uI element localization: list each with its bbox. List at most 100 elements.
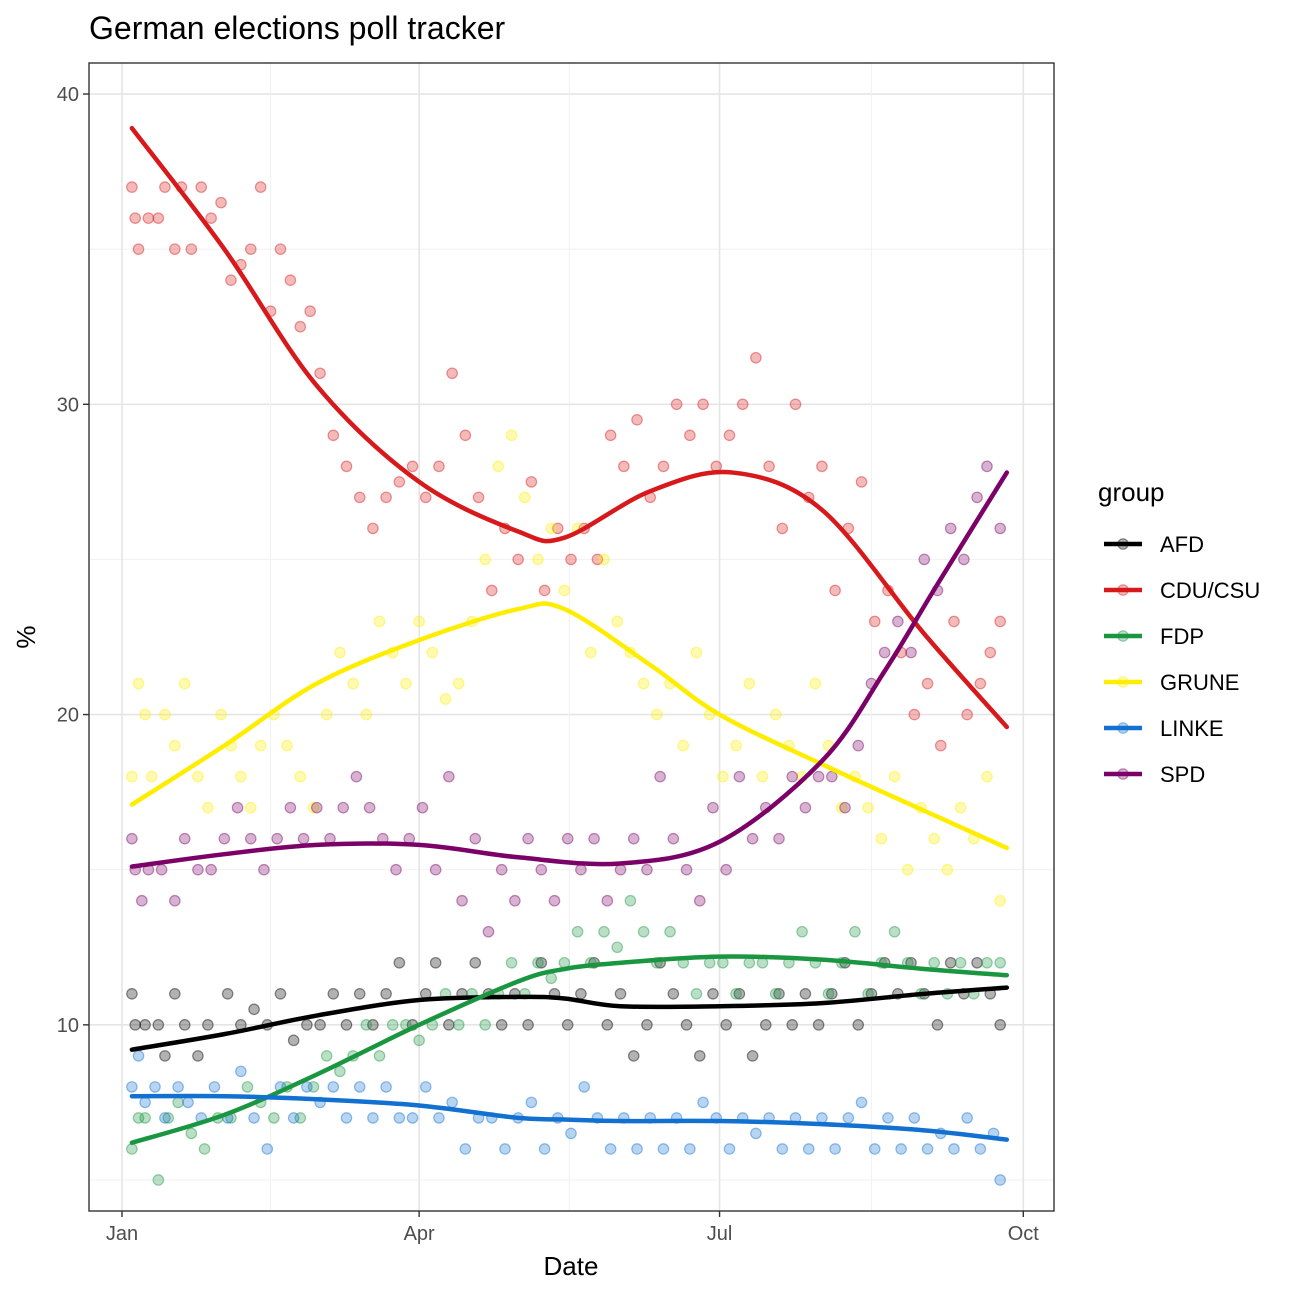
data-point <box>221 988 234 1000</box>
data-point <box>525 476 538 488</box>
data-point <box>367 522 379 535</box>
data-point <box>169 243 181 255</box>
data-point <box>406 460 419 473</box>
data-point <box>505 956 518 969</box>
data-point <box>393 476 406 488</box>
data-point <box>202 801 214 814</box>
data-point <box>799 801 812 814</box>
data-point <box>469 832 482 845</box>
data-point <box>393 1112 406 1124</box>
data-point <box>152 1174 165 1186</box>
data-point <box>855 1096 868 1109</box>
data-point <box>261 1143 274 1155</box>
data-point <box>205 863 217 876</box>
data-point <box>294 770 307 783</box>
series-points-spd <box>126 460 1006 938</box>
series-points-cdu-csu <box>126 181 1006 752</box>
data-point <box>657 1143 670 1155</box>
data-point <box>479 1019 491 1031</box>
data-point <box>707 988 719 1000</box>
data-point <box>750 1127 762 1140</box>
data-point <box>469 956 482 969</box>
x-tick-label: Jul <box>707 1223 733 1245</box>
data-point <box>254 739 267 752</box>
data-point <box>452 677 465 690</box>
data-point <box>561 832 574 845</box>
data-point <box>707 801 719 814</box>
legend-key-point <box>1117 630 1129 642</box>
data-point <box>756 770 769 783</box>
data-point <box>287 1112 300 1124</box>
data-point <box>169 894 181 907</box>
data-point <box>680 1019 693 1031</box>
y-axis: 10 20 30 40 <box>57 84 89 1037</box>
data-point <box>974 677 987 690</box>
data-point <box>667 988 680 1000</box>
data-point <box>680 863 693 876</box>
data-point <box>773 832 785 845</box>
data-point <box>208 1081 221 1093</box>
data-point <box>446 367 458 380</box>
legend-key-point <box>1117 584 1129 596</box>
data-point <box>360 1019 373 1031</box>
data-point <box>215 708 227 721</box>
data-point <box>380 988 392 1000</box>
data-point <box>598 925 610 938</box>
data-point <box>697 398 709 411</box>
data-point <box>218 832 231 845</box>
trend-line-spd <box>129 470 1010 869</box>
data-point <box>185 1127 198 1140</box>
data-point <box>142 212 155 224</box>
data-point <box>641 863 653 876</box>
data-point <box>185 243 198 255</box>
data-point <box>532 956 544 969</box>
data-point <box>512 553 524 566</box>
data-point <box>730 988 742 1000</box>
data-point <box>178 1019 191 1031</box>
data-point <box>231 801 244 814</box>
data-point <box>159 1050 171 1062</box>
data-point <box>215 196 227 209</box>
data-point <box>852 739 865 752</box>
data-point <box>202 1019 214 1031</box>
data-point <box>601 894 614 907</box>
data-point <box>746 1050 759 1062</box>
data-point <box>958 553 970 566</box>
data-point <box>670 398 683 411</box>
data-point <box>172 1081 184 1093</box>
data-point <box>443 1019 455 1031</box>
data-point <box>611 941 624 954</box>
x-axis-title: Date <box>544 1251 599 1281</box>
data-point <box>416 801 429 814</box>
data-point <box>393 956 406 969</box>
data-point <box>657 460 670 473</box>
y-axis-title: % <box>11 625 41 648</box>
data-point <box>855 476 868 488</box>
data-point <box>155 863 168 876</box>
data-point <box>327 988 340 1000</box>
data-point <box>459 1143 472 1155</box>
data-point <box>984 646 997 659</box>
panel-border <box>88 62 1055 1212</box>
data-point <box>159 708 171 721</box>
data-point <box>419 491 432 504</box>
data-point <box>159 1112 171 1124</box>
legend-item: SPD <box>1104 762 1205 787</box>
data-point <box>126 181 138 193</box>
data-point <box>132 1050 145 1062</box>
data-point <box>538 584 551 597</box>
data-point <box>126 832 138 845</box>
data-point <box>826 770 838 783</box>
data-point <box>571 925 584 938</box>
data-point <box>954 956 967 969</box>
data-point <box>419 1081 432 1093</box>
data-point <box>139 1112 151 1124</box>
data-point <box>241 1081 254 1093</box>
data-point <box>954 801 967 814</box>
data-point <box>429 863 442 876</box>
data-point <box>149 1081 161 1093</box>
data-point <box>614 863 627 876</box>
data-point <box>522 832 534 845</box>
data-point <box>849 925 861 938</box>
data-point <box>561 1019 574 1031</box>
